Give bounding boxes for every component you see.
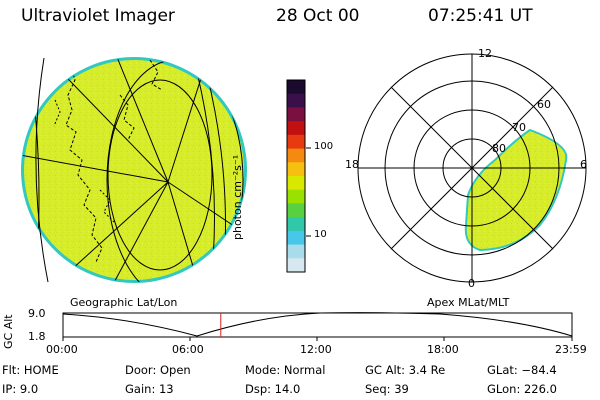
mlt-label-0: 0: [468, 277, 475, 290]
instrument-title: Ultraviolet Imager: [21, 6, 175, 26]
footer-mode: Mode: Normal: [245, 363, 326, 377]
colorbar-swatch: [287, 80, 305, 95]
altitude-plot: [62, 312, 573, 341]
x-tick-0000: 00:00: [46, 343, 78, 356]
colorbar-swatch: [287, 217, 305, 232]
mlat-label-60: 60: [537, 98, 551, 111]
footer-flt: Flt: HOME: [2, 363, 59, 377]
colorbar-swatch: [287, 121, 305, 136]
colorbar-swatch: [287, 148, 305, 163]
colorbar-swatch: [287, 258, 305, 273]
footer-seq: Seq: 39: [365, 382, 409, 396]
footer-glon: GLon: 226.0: [487, 382, 557, 396]
x-tick-0600: 06:00: [172, 343, 204, 356]
colorbar-swatch: [287, 189, 305, 204]
x-tick-2359: 23:59: [555, 343, 587, 356]
mlat-label-80: 80: [492, 142, 506, 155]
colorbar-frame: [286, 79, 306, 273]
colorbar-swatch: [287, 244, 305, 259]
colorbar-swatch: [287, 162, 305, 177]
alt-ymax: 9.0: [28, 307, 46, 320]
footer-door: Door: Open: [125, 363, 191, 377]
left-caption: Geographic Lat/Lon: [70, 296, 178, 309]
right-caption: Apex MLat/MLT: [427, 296, 510, 309]
footer-gain: Gain: 13: [125, 382, 174, 396]
alt-ymin: 1.8: [28, 330, 46, 343]
geographic-globe: [21, 57, 247, 283]
mlat-label-70: 70: [512, 121, 526, 134]
x-tick-1200: 12:00: [300, 343, 332, 356]
polar-plot: [357, 53, 587, 283]
x-tick-1800: 18:00: [427, 343, 459, 356]
date-label: 28 Oct 00: [276, 6, 360, 26]
colorbar-tick-100: 100: [314, 141, 334, 152]
footer-dsp: Dsp: 14.0: [245, 382, 301, 396]
colorbar: [286, 79, 306, 273]
colorbar-swatch: [287, 203, 305, 218]
colorbar-swatch: [287, 107, 305, 122]
mlt-label-6: 6: [580, 158, 587, 171]
alt-ylabel: GC Alt: [2, 314, 15, 349]
mlt-label-18: 18: [345, 158, 359, 171]
colorbar-swatch: [287, 230, 305, 246]
mlt-label-12: 12: [478, 47, 492, 60]
colorbar-unit: photon cm⁻²s⁻¹: [231, 154, 244, 240]
colorbar-swatch: [287, 134, 305, 150]
footer-glat: GLat: −84.4: [487, 363, 557, 377]
colorbar-swatch: [287, 93, 305, 108]
footer-gc-alt: GC Alt: 3.4 Re: [365, 363, 446, 377]
footer-ip: IP: 9.0: [2, 382, 39, 396]
time-label: 07:25:41 UT: [428, 6, 533, 26]
colorbar-swatch: [287, 176, 305, 191]
colorbar-tick-10: 10: [314, 229, 327, 240]
